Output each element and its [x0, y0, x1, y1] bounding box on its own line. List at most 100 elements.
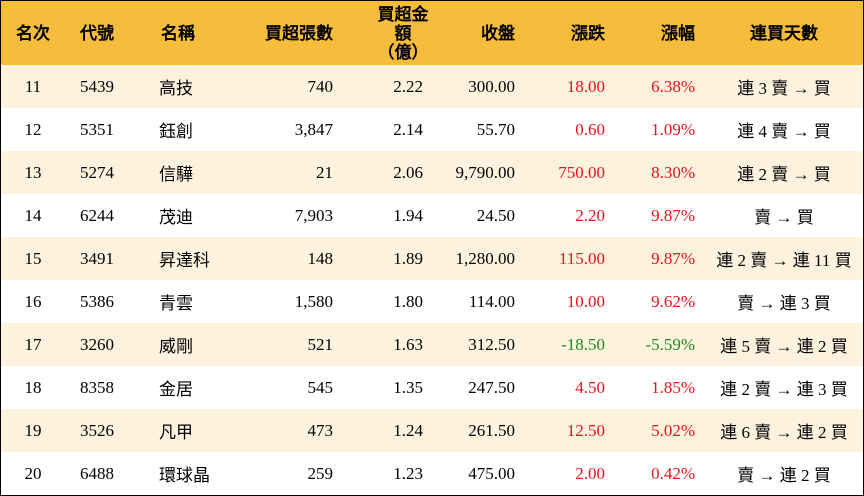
cell-close: 475.00 — [468, 463, 515, 483]
cell-rank: 20 — [24, 463, 42, 483]
header-row: 名次 代號 名稱 買超張數 買超金額 （億） 收盤 漲跌 漲幅 連買天數 — [1, 1, 863, 65]
cell-name: 威剛 — [159, 337, 193, 356]
header-buy-amount-line2: （億） — [377, 42, 429, 62]
cell-code: 5274 — [80, 162, 114, 182]
cell-rank: 17 — [24, 334, 42, 354]
cell-days: 連 3 賣 → 買 — [737, 79, 831, 98]
cell-change-pct: 5.02% — [651, 420, 695, 440]
cell-buy-amount: 1.24 — [393, 420, 423, 440]
cell-close: 261.50 — [468, 420, 515, 440]
cell-change: 2.00 — [575, 463, 605, 483]
header-rank: 名次 — [16, 23, 50, 43]
cell-change: -18.50 — [561, 334, 605, 354]
cell-days: 賣 → 買 — [754, 208, 814, 227]
cell-rank: 14 — [24, 205, 42, 225]
cell-buy-shares: 3,847 — [294, 119, 333, 139]
cell-rank: 13 — [24, 162, 42, 182]
table-row: 15 3491 昇達科 148 1.89 1,280.00 115.00 9.8… — [1, 237, 863, 280]
cell-days: 賣 → 連 3 買 — [737, 294, 831, 313]
cell-name: 鈺創 — [159, 122, 193, 141]
cell-buy-amount: 1.23 — [393, 463, 423, 483]
cell-buy-shares: 7,903 — [294, 205, 333, 225]
table-row: 11 5439 高技 740 2.22 300.00 18.00 6.38% 連… — [1, 65, 863, 108]
cell-name: 高技 — [159, 79, 193, 98]
cell-change-pct: 9.62% — [651, 291, 695, 311]
cell-days: 連 5 賣 → 連 2 買 — [720, 337, 848, 356]
cell-code: 5351 — [80, 119, 114, 139]
cell-rank: 19 — [24, 420, 42, 440]
cell-buy-shares: 473 — [307, 420, 334, 440]
header-change: 漲跌 — [571, 23, 605, 43]
cell-change: 0.60 — [575, 119, 605, 139]
cell-code: 6488 — [80, 463, 114, 483]
cell-days: 連 2 賣 → 買 — [737, 165, 831, 184]
table-header: 名次 代號 名稱 買超張數 買超金額 （億） 收盤 漲跌 漲幅 連買天數 — [1, 1, 863, 65]
cell-days: 連 4 賣 → 買 — [737, 122, 831, 141]
cell-buy-shares: 148 — [307, 248, 334, 268]
cell-change-pct: 0.42% — [651, 463, 695, 483]
header-name: 名稱 — [161, 23, 195, 43]
cell-close: 1,280.00 — [455, 248, 516, 268]
header-buy-amount: 買超金額 （億） — [343, 1, 433, 65]
cell-rank: 15 — [24, 248, 42, 268]
table-body: 11 5439 高技 740 2.22 300.00 18.00 6.38% 連… — [1, 65, 863, 495]
cell-rank: 18 — [24, 377, 42, 397]
cell-buy-amount: 2.22 — [393, 76, 423, 96]
cell-buy-shares: 545 — [307, 377, 334, 397]
cell-days: 賣 → 連 2 買 — [737, 466, 831, 485]
cell-buy-shares: 740 — [307, 76, 334, 96]
cell-code: 5386 — [80, 291, 114, 311]
table-row: 19 3526 凡甲 473 1.24 261.50 12.50 5.02% 連… — [1, 409, 863, 452]
cell-buy-shares: 1,580 — [294, 291, 333, 311]
cell-name: 茂迪 — [159, 208, 193, 227]
cell-close: 55.70 — [476, 119, 515, 139]
cell-rank: 12 — [24, 119, 42, 139]
cell-buy-amount: 1.35 — [393, 377, 423, 397]
cell-change-pct: 8.30% — [651, 162, 695, 182]
cell-buy-shares: 21 — [316, 162, 333, 182]
cell-change-pct: 9.87% — [651, 205, 695, 225]
header-buy-amount-line1: 買超金額 — [377, 4, 429, 43]
cell-rank: 16 — [24, 291, 42, 311]
cell-name: 信驊 — [159, 165, 193, 184]
cell-buy-amount: 1.80 — [393, 291, 423, 311]
cell-code: 5439 — [80, 76, 114, 96]
cell-name: 凡甲 — [159, 423, 193, 442]
cell-buy-amount: 1.63 — [393, 334, 423, 354]
table-row: 16 5386 青雲 1,580 1.80 114.00 10.00 9.62%… — [1, 280, 863, 323]
cell-days: 連 6 賣 → 連 2 買 — [720, 423, 848, 442]
header-buy-shares: 買超張數 — [265, 23, 333, 43]
cell-close: 312.50 — [468, 334, 515, 354]
cell-buy-amount: 1.89 — [393, 248, 423, 268]
cell-change: 18.00 — [566, 76, 605, 96]
header-change-pct: 漲幅 — [661, 23, 695, 43]
cell-code: 3260 — [80, 334, 114, 354]
cell-rank: 11 — [24, 76, 42, 96]
cell-change-pct: 1.09% — [651, 119, 695, 139]
cell-code: 3526 — [80, 420, 114, 440]
cell-change: 750.00 — [558, 162, 605, 182]
cell-buy-amount: 2.14 — [393, 119, 423, 139]
cell-close: 114.00 — [468, 291, 515, 311]
cell-change: 12.50 — [566, 420, 605, 440]
cell-change-pct: 9.87% — [651, 248, 695, 268]
cell-buy-shares: 259 — [307, 463, 334, 483]
table-row: 12 5351 鈺創 3,847 2.14 55.70 0.60 1.09% 連… — [1, 108, 863, 151]
cell-change-pct: 6.38% — [651, 76, 695, 96]
cell-change: 10.00 — [566, 291, 605, 311]
cell-code: 6244 — [80, 205, 114, 225]
cell-name: 昇達科 — [159, 251, 210, 270]
cell-close: 247.50 — [468, 377, 515, 397]
header-days: 連買天數 — [750, 23, 818, 43]
cell-code: 3491 — [80, 248, 114, 268]
cell-change-pct: -5.59% — [645, 334, 695, 354]
cell-close: 9,790.00 — [455, 162, 516, 182]
cell-days: 連 2 賣 → 連 3 買 — [720, 380, 848, 399]
cell-change: 4.50 — [575, 377, 605, 397]
cell-close: 300.00 — [468, 76, 515, 96]
table-row: 14 6244 茂迪 7,903 1.94 24.50 2.20 9.87% 賣… — [1, 194, 863, 237]
cell-name: 金居 — [159, 380, 193, 399]
table-row: 17 3260 威剛 521 1.63 312.50 -18.50 -5.59%… — [1, 323, 863, 366]
